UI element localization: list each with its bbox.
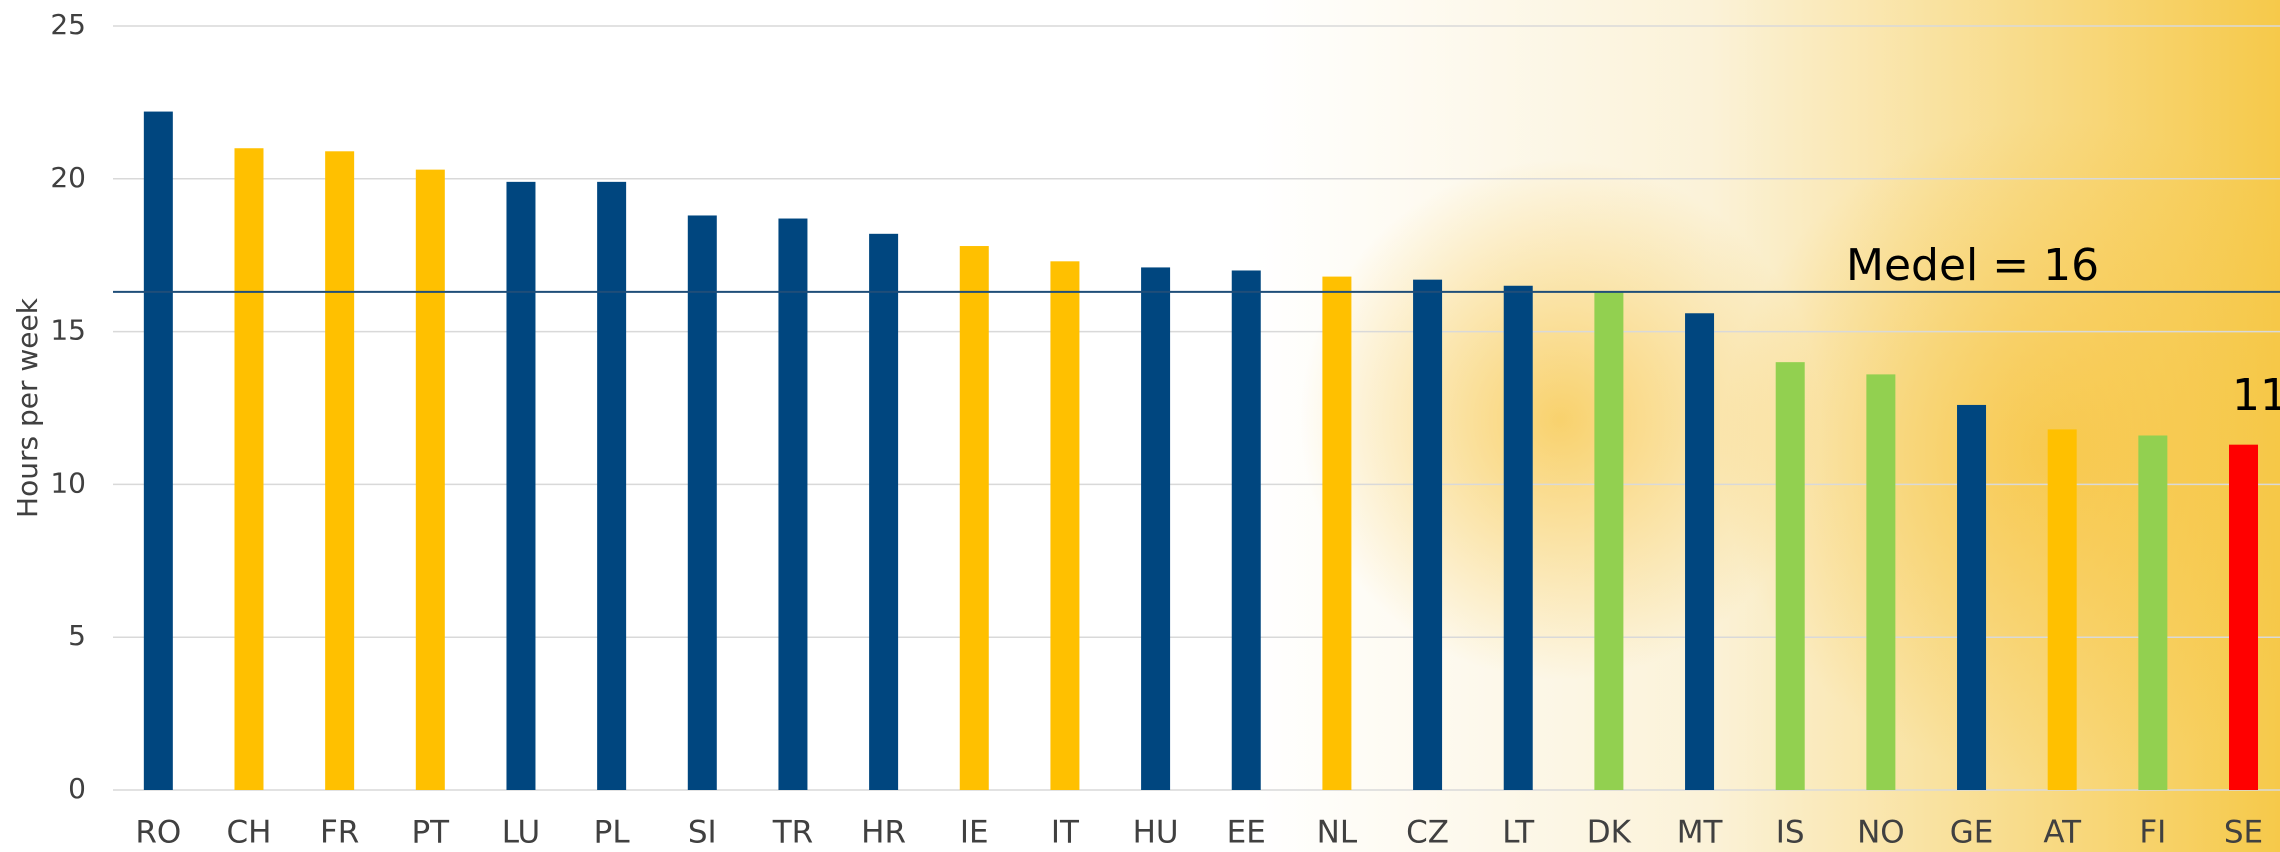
x-tick-label: CH [227,815,272,851]
bar [1866,374,1895,790]
x-tick-label: IT [1051,815,1080,851]
x-tick-label: SI [688,815,717,851]
bar [2229,445,2258,790]
y-tick-label: 10 [50,466,86,499]
bar [778,219,807,790]
x-tick-label: EE [1227,815,1266,851]
x-tick-label: HU [1133,815,1179,851]
x-tick-label: FI [2139,815,2166,851]
bar [325,151,354,790]
y-axis-label: Hours per week [11,297,44,518]
x-tick-label: PT [411,815,450,851]
bar [597,182,626,790]
bar [2048,429,2077,790]
bar [869,234,898,790]
y-tick-label: 25 [50,8,86,41]
bar [1050,261,1079,790]
x-tick-label: CZ [1406,815,1449,851]
bar [1504,286,1533,790]
bar [416,170,445,790]
bar [506,182,535,790]
bar [1141,267,1170,790]
bar [144,112,173,790]
x-tick-label: GE [1950,815,1994,851]
x-tick-label: MT [1677,815,1724,851]
x-tick-label: HR [861,815,906,851]
bar [1232,270,1261,790]
y-tick-label: 0 [68,772,86,805]
y-tick-label: 15 [50,314,86,347]
x-tick-label: AT [2043,815,2082,851]
bar [234,148,263,790]
x-tick-label: SE [2224,815,2263,851]
x-tick-label: LU [502,815,540,851]
x-tick-label: LT [1502,815,1535,851]
bar [1957,405,1986,790]
annotation: 11 [2232,370,2280,421]
x-tick-label: IS [1776,815,1805,851]
x-tick-label: NO [1857,815,1905,851]
reference-label: Medel = 16 [1846,240,2099,291]
bar [1685,313,1714,790]
bar [1776,362,1805,790]
x-tick-label: FR [320,815,359,851]
y-tick-label: 5 [68,619,86,652]
bar [960,246,989,790]
bar [1413,280,1442,790]
x-tick-label: PL [594,815,631,851]
x-tick-label: RO [135,815,181,851]
y-tick-label: 20 [50,161,86,194]
x-tick-label: IE [960,815,989,851]
x-tick-label: DK [1587,815,1632,851]
chart: Hours per week 0 5 10 15 20 25 RO CH FR PT LU PL SI T… [0,0,2280,852]
page: {"chart_data": {"type": "bar", "y_label"… [0,0,2280,852]
bar [688,215,717,790]
x-tick-label: TR [772,815,813,851]
bar [1322,277,1351,790]
bar [2138,436,2167,790]
bar [1594,292,1623,790]
x-tick-label: NL [1317,815,1358,851]
